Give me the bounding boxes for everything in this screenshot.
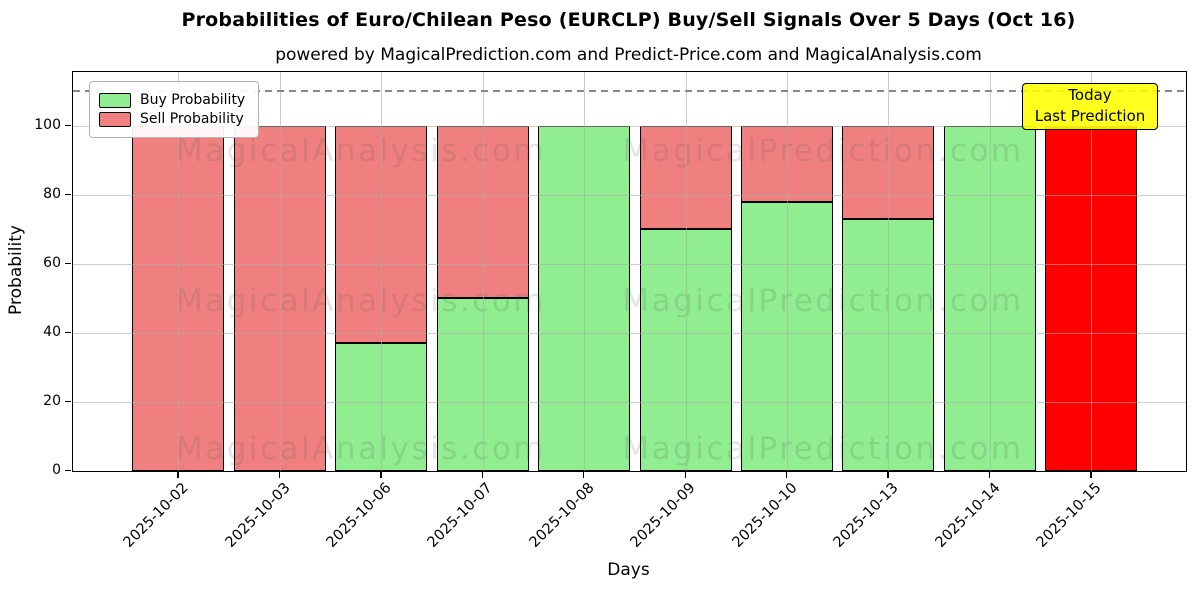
reference-line (73, 90, 1186, 92)
v-gridline (381, 72, 383, 471)
x-tick-label: 2025-10-02 (120, 480, 192, 551)
x-tick (988, 472, 991, 478)
watermark-text: MagicalPrediction.com (622, 283, 1024, 319)
x-tick (785, 472, 788, 478)
y-tick-label: 80 (43, 185, 61, 202)
x-tick (380, 472, 382, 478)
y-tick (65, 193, 71, 195)
sell-color-swatch (99, 111, 131, 127)
annotation-line-2: Last Prediction (1034, 107, 1146, 125)
y-tick (65, 470, 71, 472)
watermark-layer: MagicalAnalysis.com MagicalPrediction.com… (73, 72, 1186, 471)
chart-title: Probabilities of Euro/Chilean Peso (EURC… (181, 9, 1076, 31)
v-gridline (1091, 72, 1093, 471)
plot-area: MagicalAnalysis.com MagicalPrediction.com… (72, 71, 1187, 472)
buy-color-swatch (99, 92, 131, 108)
chart-subtitle: powered by MagicalPrediction.com and Pre… (275, 45, 982, 65)
y-axis-label: Probability (6, 225, 26, 315)
h-gridline (73, 125, 1186, 127)
v-gridline (786, 72, 788, 471)
y-tick (65, 262, 71, 265)
x-tick-label: 2025-10-08 (526, 480, 598, 551)
legend-item-sell: Sell Probability (99, 111, 245, 127)
x-tick-label: 2025-10-07 (425, 480, 497, 551)
watermark-text: MagicalAnalysis.com (176, 133, 546, 169)
y-tick-label: 100 (34, 116, 61, 133)
x-tick (481, 472, 483, 478)
today-annotation-box: Today Last Prediction (1022, 83, 1158, 130)
h-gridline (73, 263, 1186, 265)
v-gridline (685, 72, 687, 471)
x-tick (684, 472, 686, 478)
y-tick-label: 40 (43, 323, 61, 340)
watermark-text: MagicalPrediction.com (622, 133, 1024, 169)
watermark-text: MagicalPrediction.com (622, 431, 1024, 467)
y-tick (65, 124, 71, 126)
x-tick-label: 2025-10-06 (323, 480, 395, 551)
legend: Buy Probability Sell Probability (89, 81, 260, 138)
x-tick-label: 2025-10-15 (1033, 480, 1105, 551)
x-tick-label: 2025-10-09 (627, 480, 699, 551)
v-gridline (989, 72, 991, 471)
legend-item-buy: Buy Probability (99, 92, 245, 108)
x-tick-label: 2025-10-14 (932, 480, 1004, 551)
x-tick-label: 2025-10-10 (729, 480, 801, 551)
x-tick (177, 472, 179, 478)
y-tick-label: 0 (52, 462, 61, 478)
v-gridline (584, 72, 586, 471)
grid-layer (73, 72, 1186, 471)
watermark-text: MagicalAnalysis.com (176, 283, 546, 319)
v-gridline (482, 72, 484, 471)
legend-label-sell: Sell Probability (140, 111, 244, 127)
h-gridline (73, 401, 1186, 403)
x-tick (278, 472, 281, 478)
x-tick (887, 472, 889, 478)
y-tick (65, 400, 71, 403)
v-gridline (888, 72, 890, 471)
annotation-line-1: Today (1068, 86, 1112, 104)
x-tick-label: 2025-10-03 (222, 480, 294, 551)
y-tick (65, 331, 71, 334)
x-tick-label: 2025-10-13 (830, 480, 902, 551)
v-gridline (279, 72, 281, 471)
x-tick (1090, 472, 1092, 478)
x-tick (583, 472, 585, 478)
x-axis-label: Days (607, 560, 650, 580)
legend-label-buy: Buy Probability (140, 92, 246, 108)
v-gridline (178, 72, 180, 471)
y-tick-label: 60 (43, 254, 61, 271)
reference-line-layer (73, 72, 1186, 471)
watermark-text: MagicalAnalysis.com (176, 431, 546, 467)
h-gridline (73, 332, 1186, 334)
y-tick-label: 20 (43, 392, 61, 409)
h-gridline (73, 194, 1186, 196)
